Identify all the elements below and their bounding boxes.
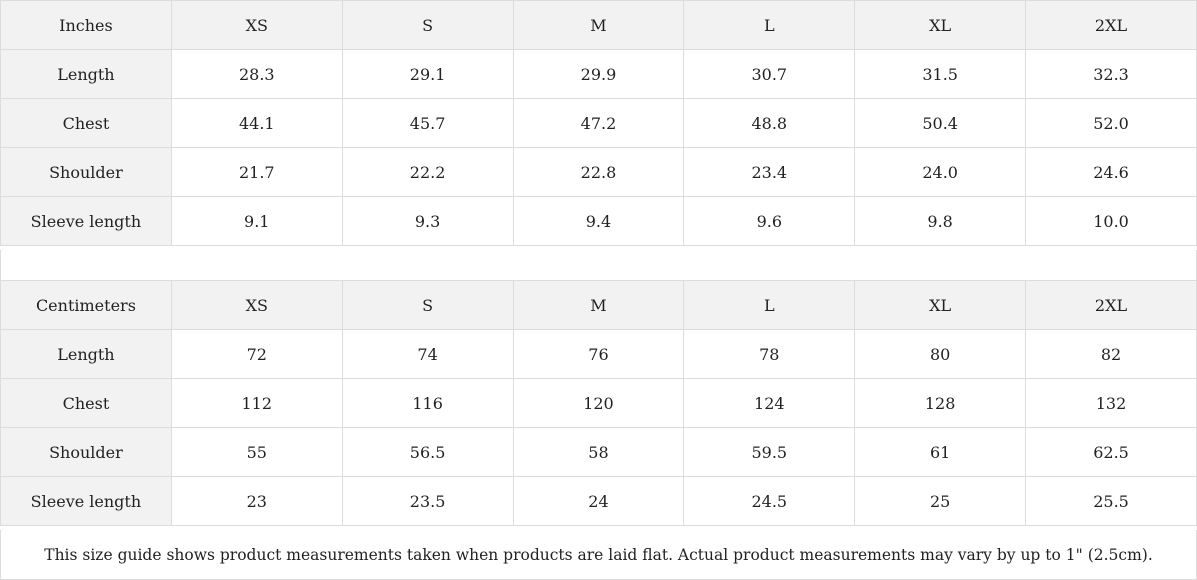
- measurement-value-cell: 31.5: [854, 49, 1027, 99]
- table-row: Shoulder 55 56.5 58 59.5 61 62.5: [0, 427, 1197, 477]
- measurement-value-cell: 24.5: [683, 476, 856, 526]
- measurement-value-cell: 128: [854, 378, 1027, 428]
- size-header-cell: S: [341, 0, 514, 50]
- measurement-value-cell: 78: [683, 329, 856, 379]
- table-row: Sleeve length 9.1 9.3 9.4 9.6 9.8 10.0: [0, 196, 1197, 246]
- table-spacer: [0, 250, 1197, 280]
- measurement-value-cell: 61: [854, 427, 1027, 477]
- measurement-value-cell: 56.5: [341, 427, 514, 477]
- measurement-label-cell: Length: [0, 49, 172, 99]
- measurement-value-cell: 10.0: [1025, 196, 1197, 246]
- centimeters-size-table: Centimeters XS S M L XL 2XL Length 72 74 76 78 80 82 C…: [0, 280, 1197, 526]
- measurement-value-cell: 23: [170, 476, 343, 526]
- measurement-value-cell: 72: [170, 329, 343, 379]
- measurement-value-cell: 76: [512, 329, 685, 379]
- inches-size-table: Inches XS S M L XL 2XL Length 28.3 29.1 29.9 30.7 31…: [0, 0, 1197, 246]
- measurement-value-cell: 29.9: [512, 49, 685, 99]
- size-header-cell: 2XL: [1025, 0, 1197, 50]
- size-header-cell: XL: [854, 280, 1027, 330]
- measurement-value-cell: 9.3: [341, 196, 514, 246]
- table-row: Length 28.3 29.1 29.9 30.7 31.5 32.3: [0, 49, 1197, 99]
- measurement-label-cell: Shoulder: [0, 147, 172, 197]
- measurement-value-cell: 82: [1025, 329, 1197, 379]
- measurement-value-cell: 30.7: [683, 49, 856, 99]
- measurement-value-cell: 25: [854, 476, 1027, 526]
- measurement-value-cell: 50.4: [854, 98, 1027, 148]
- measurement-label-cell: Sleeve length: [0, 196, 172, 246]
- measurement-value-cell: 25.5: [1025, 476, 1197, 526]
- table-row: Chest 44.1 45.7 47.2 48.8 50.4 52.0: [0, 98, 1197, 148]
- measurement-value-cell: 47.2: [512, 98, 685, 148]
- size-guide-footnote: This size guide shows product measuremen…: [0, 530, 1197, 580]
- measurement-value-cell: 29.1: [341, 49, 514, 99]
- size-header-cell: M: [512, 280, 685, 330]
- table-row: Length 72 74 76 78 80 82: [0, 329, 1197, 379]
- measurement-value-cell: 9.1: [170, 196, 343, 246]
- measurement-value-cell: 22.2: [341, 147, 514, 197]
- measurement-value-cell: 59.5: [683, 427, 856, 477]
- measurement-value-cell: 74: [341, 329, 514, 379]
- measurement-value-cell: 112: [170, 378, 343, 428]
- measurement-value-cell: 24: [512, 476, 685, 526]
- measurement-value-cell: 9.4: [512, 196, 685, 246]
- measurement-value-cell: 120: [512, 378, 685, 428]
- measurement-label-cell: Shoulder: [0, 427, 172, 477]
- measurement-value-cell: 52.0: [1025, 98, 1197, 148]
- size-header-cell: 2XL: [1025, 280, 1197, 330]
- size-header-cell: M: [512, 0, 685, 50]
- measurement-value-cell: 23.4: [683, 147, 856, 197]
- measurement-value-cell: 124: [683, 378, 856, 428]
- unit-header-cell: Inches: [0, 0, 172, 50]
- table-row: Chest 112 116 120 124 128 132: [0, 378, 1197, 428]
- size-header-cell: XL: [854, 0, 1027, 50]
- size-header-cell: L: [683, 280, 856, 330]
- measurement-value-cell: 58: [512, 427, 685, 477]
- measurement-label-cell: Chest: [0, 98, 172, 148]
- unit-header-cell: Centimeters: [0, 280, 172, 330]
- measurement-value-cell: 9.6: [683, 196, 856, 246]
- measurement-label-cell: Length: [0, 329, 172, 379]
- measurement-value-cell: 132: [1025, 378, 1197, 428]
- measurement-label-cell: Chest: [0, 378, 172, 428]
- table-header-row: Inches XS S M L XL 2XL: [0, 0, 1197, 50]
- table-row: Shoulder 21.7 22.2 22.8 23.4 24.0 24.6: [0, 147, 1197, 197]
- table-row: Sleeve length 23 23.5 24 24.5 25 25.5: [0, 476, 1197, 526]
- size-header-cell: L: [683, 0, 856, 50]
- table-header-row: Centimeters XS S M L XL 2XL: [0, 280, 1197, 330]
- size-header-cell: XS: [170, 280, 343, 330]
- size-header-cell: XS: [170, 0, 343, 50]
- measurement-value-cell: 22.8: [512, 147, 685, 197]
- measurement-value-cell: 48.8: [683, 98, 856, 148]
- measurement-value-cell: 28.3: [170, 49, 343, 99]
- measurement-value-cell: 32.3: [1025, 49, 1197, 99]
- measurement-value-cell: 45.7: [341, 98, 514, 148]
- measurement-value-cell: 62.5: [1025, 427, 1197, 477]
- measurement-value-cell: 23.5: [341, 476, 514, 526]
- measurement-value-cell: 44.1: [170, 98, 343, 148]
- measurement-value-cell: 116: [341, 378, 514, 428]
- size-header-cell: S: [341, 280, 514, 330]
- measurement-value-cell: 55: [170, 427, 343, 477]
- measurement-value-cell: 24.0: [854, 147, 1027, 197]
- measurement-value-cell: 9.8: [854, 196, 1027, 246]
- measurement-label-cell: Sleeve length: [0, 476, 172, 526]
- measurement-value-cell: 80: [854, 329, 1027, 379]
- measurement-value-cell: 24.6: [1025, 147, 1197, 197]
- measurement-value-cell: 21.7: [170, 147, 343, 197]
